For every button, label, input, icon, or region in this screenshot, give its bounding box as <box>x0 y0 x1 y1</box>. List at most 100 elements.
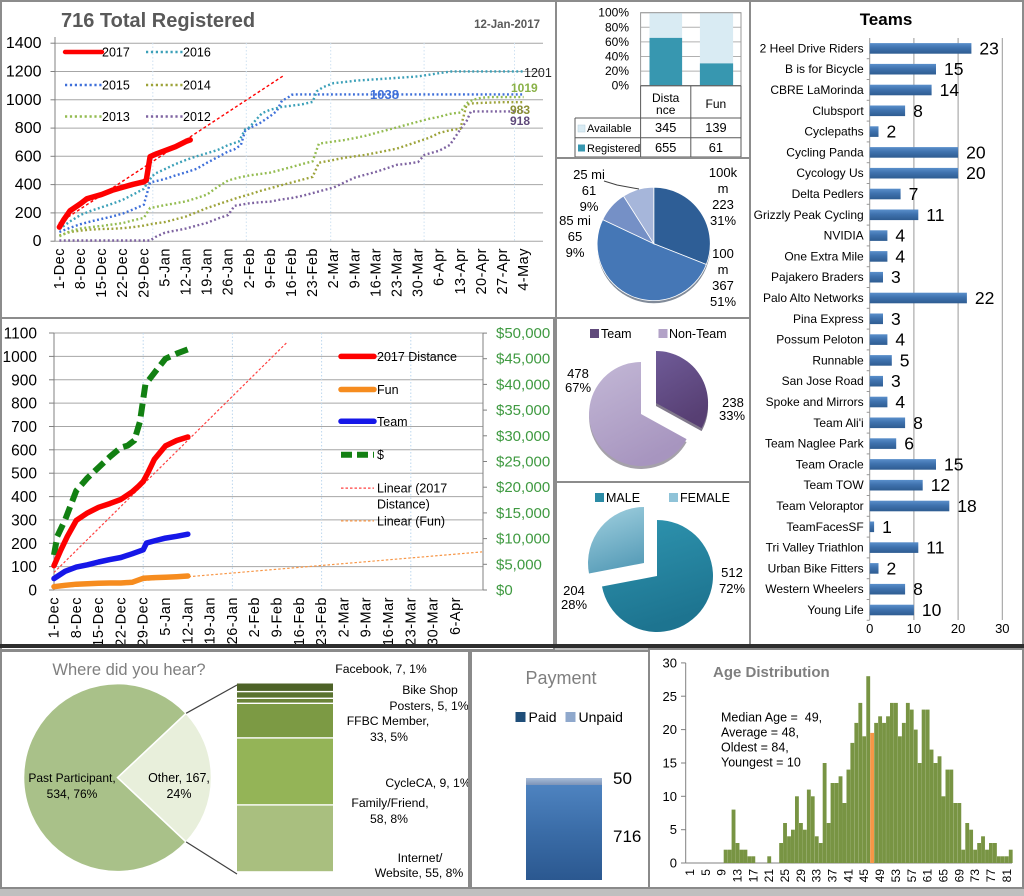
svg-text:4: 4 <box>895 330 905 350</box>
svg-text:9-Feb: 9-Feb <box>270 597 286 637</box>
svg-text:9-Mar: 9-Mar <box>347 248 363 288</box>
svg-text:Palo Alto Networks: Palo Alto Networks <box>763 291 864 305</box>
svg-text:10: 10 <box>663 789 677 804</box>
svg-text:Urban Bike Fitters: Urban Bike Fitters <box>768 561 864 575</box>
svg-text:CBRE LaMorinda: CBRE LaMorinda <box>770 83 864 97</box>
svg-text:Young Life: Young Life <box>807 603 864 617</box>
svg-text:Paid: Paid <box>529 709 557 725</box>
svg-text:Median Age = 49,: Median Age = 49, <box>721 711 822 725</box>
svg-text:$35,000: $35,000 <box>496 402 550 419</box>
svg-text:Team TOW: Team TOW <box>803 478 864 492</box>
svg-text:10: 10 <box>907 621 921 636</box>
svg-text:72%: 72% <box>719 581 745 596</box>
svg-text:$25,000: $25,000 <box>496 454 550 471</box>
svg-text:2014: 2014 <box>183 79 211 93</box>
svg-text:Youngest = 10: Youngest = 10 <box>721 756 801 770</box>
svg-text:2017: 2017 <box>102 46 130 60</box>
svg-text:20%: 20% <box>605 64 629 78</box>
svg-text:Cycling Panda: Cycling Panda <box>786 145 864 159</box>
svg-text:8: 8 <box>913 413 923 433</box>
svg-text:2016: 2016 <box>183 46 211 60</box>
svg-text:15-Dec: 15-Dec <box>91 597 107 647</box>
svg-text:2: 2 <box>887 122 897 142</box>
svg-text:600: 600 <box>15 148 42 165</box>
svg-text:Fun: Fun <box>377 383 399 397</box>
svg-text:9%: 9% <box>580 199 599 214</box>
svg-text:31%: 31% <box>710 213 736 228</box>
svg-text:Past Participant,: Past Participant, <box>28 771 115 785</box>
svg-text:51%: 51% <box>710 294 736 309</box>
svg-text:26-Jan: 26-Jan <box>225 597 241 644</box>
svg-text:33%: 33% <box>719 408 745 423</box>
svg-text:12-Jan: 12-Jan <box>180 597 196 644</box>
svg-text:1400: 1400 <box>6 35 42 52</box>
svg-text:San Jose Road: San Jose Road <box>782 374 864 388</box>
svg-text:9: 9 <box>715 869 729 876</box>
svg-text:80%: 80% <box>605 20 629 34</box>
svg-text:37: 37 <box>826 869 840 883</box>
svg-text:100k: 100k <box>709 165 738 180</box>
svg-text:400: 400 <box>11 489 37 506</box>
svg-text:716: 716 <box>613 827 641 846</box>
svg-text:534, 76%: 534, 76% <box>47 787 98 801</box>
svg-text:Fun: Fun <box>706 97 727 111</box>
svg-text:Team Ali'i: Team Ali'i <box>813 416 863 430</box>
svg-text:100: 100 <box>11 559 37 576</box>
svg-text:512: 512 <box>721 565 743 580</box>
svg-text:Linear (Fun): Linear (Fun) <box>377 514 445 528</box>
svg-text:25: 25 <box>778 869 792 883</box>
svg-text:65: 65 <box>936 869 950 883</box>
svg-text:B is for Bicycle: B is for Bicycle <box>785 62 864 76</box>
svg-text:238: 238 <box>722 395 744 410</box>
svg-text:Unpaid: Unpaid <box>579 709 623 725</box>
svg-text:41: 41 <box>841 869 855 883</box>
svg-text:Available: Available <box>587 123 631 135</box>
svg-text:Cycology Us: Cycology Us <box>796 166 863 180</box>
svg-text:FFBC Member,: FFBC Member, <box>347 714 430 728</box>
svg-text:$20,000: $20,000 <box>496 479 550 496</box>
svg-text:13: 13 <box>731 869 745 883</box>
svg-text:m: m <box>718 181 729 196</box>
svg-text:NVIDIA: NVIDIA <box>824 229 864 243</box>
svg-text:$15,000: $15,000 <box>496 505 550 522</box>
svg-text:8: 8 <box>913 101 923 121</box>
svg-text:1201: 1201 <box>524 66 552 80</box>
svg-text:Pajakero Braders: Pajakero Braders <box>771 270 864 284</box>
svg-text:81: 81 <box>1000 869 1014 883</box>
svg-text:1-Dec: 1-Dec <box>47 597 63 638</box>
svg-text:12-Jan: 12-Jan <box>179 248 195 295</box>
svg-text:85 mi: 85 mi <box>559 213 591 228</box>
svg-text:200: 200 <box>11 536 37 553</box>
svg-text:1019: 1019 <box>511 81 538 95</box>
svg-text:716 Total Registered: 716 Total Registered <box>61 10 255 32</box>
svg-text:Oldest = 84,: Oldest = 84, <box>721 741 789 755</box>
svg-text:30-Mar: 30-Mar <box>411 248 427 297</box>
svg-text:30: 30 <box>995 621 1009 636</box>
svg-text:65: 65 <box>568 229 582 244</box>
svg-text:73: 73 <box>968 869 982 883</box>
svg-text:16-Feb: 16-Feb <box>292 597 308 646</box>
svg-text:15: 15 <box>663 756 677 771</box>
svg-text:Grizzly Peak Cycling: Grizzly Peak Cycling <box>754 208 864 222</box>
svg-text:CycleCA, 9, 1%: CycleCA, 9, 1% <box>385 776 468 790</box>
svg-text:8-Dec: 8-Dec <box>69 597 85 638</box>
svg-text:Possum Peloton: Possum Peloton <box>776 333 863 347</box>
svg-text:2: 2 <box>887 558 897 578</box>
svg-text:2 Heel Drive Riders: 2 Heel Drive Riders <box>760 41 864 55</box>
svg-text:Team Naglee Park: Team Naglee Park <box>765 437 865 451</box>
svg-text:20: 20 <box>663 722 677 737</box>
svg-text:18: 18 <box>957 496 976 516</box>
svg-text:Non-Team: Non-Team <box>669 327 727 341</box>
svg-text:Dista: Dista <box>652 91 680 105</box>
svg-text:Tri Valley Triathlon: Tri Valley Triathlon <box>766 541 864 555</box>
svg-text:5: 5 <box>900 350 910 370</box>
svg-text:2-Feb: 2-Feb <box>247 597 263 637</box>
svg-text:33: 33 <box>810 869 824 883</box>
svg-text:0: 0 <box>866 621 873 636</box>
svg-text:Pina Express: Pina Express <box>793 312 864 326</box>
svg-text:Delta Pedlers: Delta Pedlers <box>792 187 864 201</box>
svg-text:30-Mar: 30-Mar <box>426 597 442 646</box>
svg-text:20: 20 <box>951 621 965 636</box>
svg-text:Linear (2017: Linear (2017 <box>377 482 447 496</box>
svg-text:15-Dec: 15-Dec <box>94 248 110 298</box>
